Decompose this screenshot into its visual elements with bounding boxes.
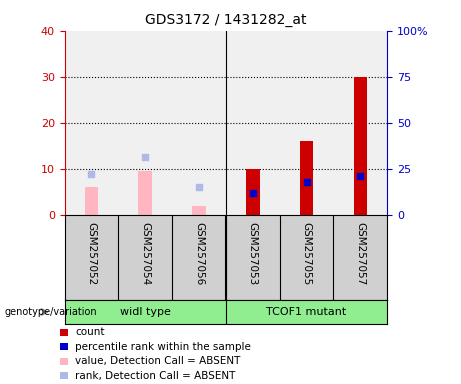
Bar	[300, 141, 313, 215]
Text: count: count	[75, 327, 105, 337]
Text: GSM257052: GSM257052	[86, 222, 96, 285]
Bar	[138, 171, 152, 215]
Bar	[85, 187, 98, 215]
Text: GSM257054: GSM257054	[140, 222, 150, 285]
Text: value, Detection Call = ABSENT: value, Detection Call = ABSENT	[75, 356, 241, 366]
Text: GSM257057: GSM257057	[355, 222, 366, 285]
Text: genotype/variation: genotype/variation	[5, 307, 97, 317]
Text: GSM257055: GSM257055	[301, 222, 312, 285]
Text: rank, Detection Call = ABSENT: rank, Detection Call = ABSENT	[75, 371, 236, 381]
Bar	[192, 206, 206, 215]
Title: GDS3172 / 1431282_at: GDS3172 / 1431282_at	[145, 13, 307, 27]
Text: percentile rank within the sample: percentile rank within the sample	[75, 342, 251, 352]
Text: GSM257053: GSM257053	[248, 222, 258, 285]
Bar	[246, 169, 260, 215]
Text: GSM257056: GSM257056	[194, 222, 204, 285]
Text: widl type: widl type	[120, 307, 171, 317]
Text: TCOF1 mutant: TCOF1 mutant	[266, 307, 347, 317]
Bar	[354, 77, 367, 215]
